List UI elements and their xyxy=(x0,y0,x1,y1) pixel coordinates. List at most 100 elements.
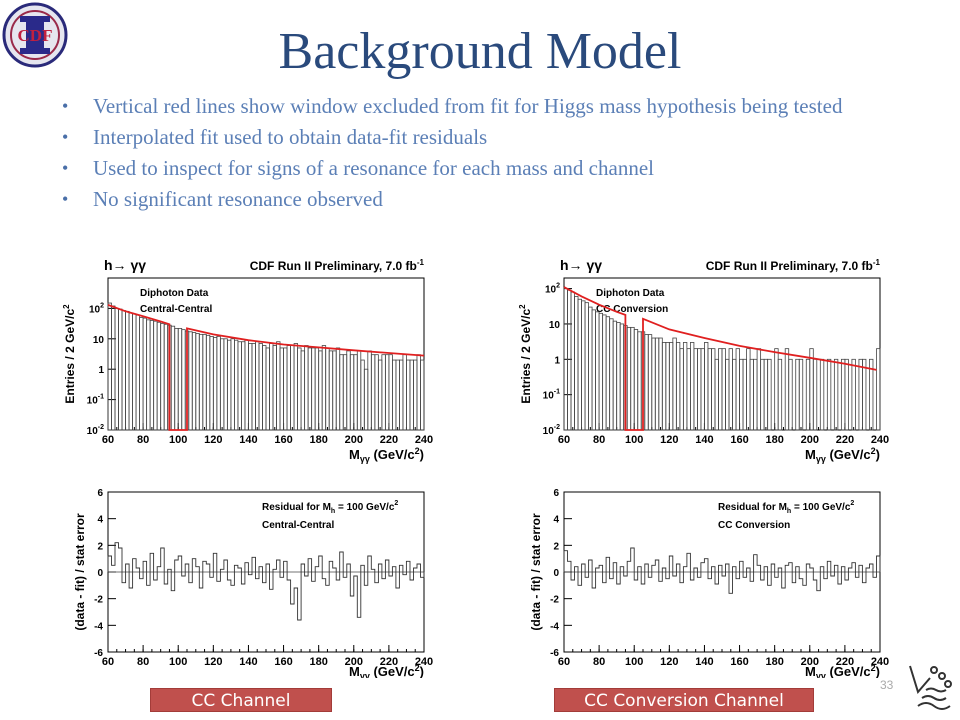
data-bin xyxy=(753,358,758,431)
y-axis-label: (data - fit) / stat error xyxy=(73,513,87,631)
y-tick-label: 0 xyxy=(553,568,559,579)
x-tick-label: 240 xyxy=(415,434,433,446)
y-tick-label-base: 10 xyxy=(93,335,105,346)
data-bin xyxy=(406,359,411,431)
x-tick-label: 60 xyxy=(102,434,114,446)
plot-header-sup: -1 xyxy=(873,258,881,267)
data-bin xyxy=(413,359,418,431)
bullet-item: • Vertical red lines show window excluded… xyxy=(62,96,922,117)
data-bin xyxy=(749,358,754,431)
fermilab-logo xyxy=(909,665,952,710)
data-bin xyxy=(718,348,723,431)
y-axis-label: Entries / 2 GeV/c2 xyxy=(62,304,77,404)
data-bin xyxy=(682,342,688,431)
data-bin xyxy=(420,359,425,431)
bullet-dot-icon: • xyxy=(62,158,69,178)
data-bin xyxy=(598,312,604,431)
data-bin xyxy=(248,343,253,431)
data-bin xyxy=(297,347,302,431)
y-tick-label: 102 xyxy=(545,283,560,296)
legend-entry: CC Conversion xyxy=(718,520,790,531)
y-tick-label: 6 xyxy=(553,488,559,499)
y-tick-label-exp: -2 xyxy=(554,424,560,431)
data-bin xyxy=(595,311,600,431)
y-tick-label-exp: 2 xyxy=(100,302,104,309)
x-axis-label-unit: (GeV/c xyxy=(826,447,871,462)
x-axis-label-end: ) xyxy=(420,664,424,678)
background-fit-line xyxy=(563,286,877,431)
x-axis-label-main: M xyxy=(349,664,360,678)
data-bin xyxy=(121,310,126,431)
x-tick-label: 120 xyxy=(660,656,678,668)
data-bin xyxy=(353,354,358,431)
x-tick-label: 100 xyxy=(625,434,643,446)
y-tick-label-base: 10 xyxy=(89,304,101,315)
data-bin xyxy=(711,348,716,431)
data-bin xyxy=(286,345,291,431)
data-bin xyxy=(809,348,814,431)
y-tick-label: 6 xyxy=(97,488,103,499)
plot-header: CDF Run II Preliminary, 7.0 fb-1 xyxy=(250,258,425,273)
data-bin xyxy=(346,350,351,431)
data-bin xyxy=(581,300,586,431)
data-bin xyxy=(132,313,137,431)
data-bin xyxy=(647,334,653,431)
data-bin xyxy=(409,359,414,431)
data-bin xyxy=(689,342,695,431)
data-bin xyxy=(195,333,200,431)
bullet-dot-icon: • xyxy=(62,96,69,116)
cdf-logo: CDF xyxy=(2,2,68,68)
y-axis-label-sup: 2 xyxy=(62,304,71,309)
x-tick-label: 160 xyxy=(730,656,748,668)
data-bin xyxy=(118,308,123,431)
data-bin xyxy=(679,348,684,431)
data-bin xyxy=(202,333,207,431)
data-bin xyxy=(840,358,846,431)
plot-header-sup: 2 xyxy=(850,500,854,507)
y-tick-label: -4 xyxy=(94,621,103,632)
plot-header-sub: h xyxy=(331,508,335,515)
x-tick-label: 80 xyxy=(137,434,149,446)
y-tick-label-exp: -1 xyxy=(554,389,560,396)
data-bin xyxy=(170,325,176,431)
data-bin xyxy=(862,358,867,431)
data-bin xyxy=(819,358,825,431)
data-bin xyxy=(160,323,165,431)
data-bin xyxy=(262,345,267,431)
data-bin xyxy=(128,312,133,431)
data-bin xyxy=(851,358,856,431)
x-axis-label: Mγγ (GeV/c2) xyxy=(805,446,880,464)
legend-entry: Central-Central xyxy=(262,520,334,531)
x-tick-label: 220 xyxy=(380,656,398,668)
data-bin xyxy=(335,347,341,431)
plot-header-sup: 2 xyxy=(394,500,398,507)
y-tick-label: 10 xyxy=(549,320,561,331)
x-axis-label-sup: 2 xyxy=(415,446,420,456)
data-bin xyxy=(314,347,320,431)
x-axis-label-sub: γγ xyxy=(360,454,370,464)
x-axis-label: Mγγ (GeV/c2) xyxy=(805,663,880,678)
data-bin xyxy=(805,358,811,431)
data-bin xyxy=(272,345,277,431)
data-bin xyxy=(356,350,362,431)
bullet-text: Interpolated fit used to obtain data-fit… xyxy=(93,125,488,149)
y-tick-label: 2 xyxy=(97,541,103,552)
y-tick-label-exp: -2 xyxy=(98,424,104,431)
data-bin xyxy=(328,350,334,431)
data-bin xyxy=(661,342,667,431)
data-bin xyxy=(728,348,733,431)
x-tick-label: 120 xyxy=(204,434,222,446)
data-bin xyxy=(644,334,649,431)
x-tick-label: 180 xyxy=(309,434,327,446)
x-axis-label-main: M xyxy=(805,447,816,462)
data-bin xyxy=(311,347,316,431)
data-bin xyxy=(269,343,274,431)
x-tick-label: 200 xyxy=(801,434,819,446)
bullet-list: • Vertical red lines show window excluded… xyxy=(62,96,922,220)
x-tick-label: 240 xyxy=(871,434,889,446)
data-bin xyxy=(844,358,849,431)
data-bin xyxy=(223,338,228,431)
x-axis-label-main: M xyxy=(349,447,360,462)
bullet-item: • No significant resonance observed xyxy=(62,189,922,210)
x-tick-label: 180 xyxy=(765,434,783,446)
